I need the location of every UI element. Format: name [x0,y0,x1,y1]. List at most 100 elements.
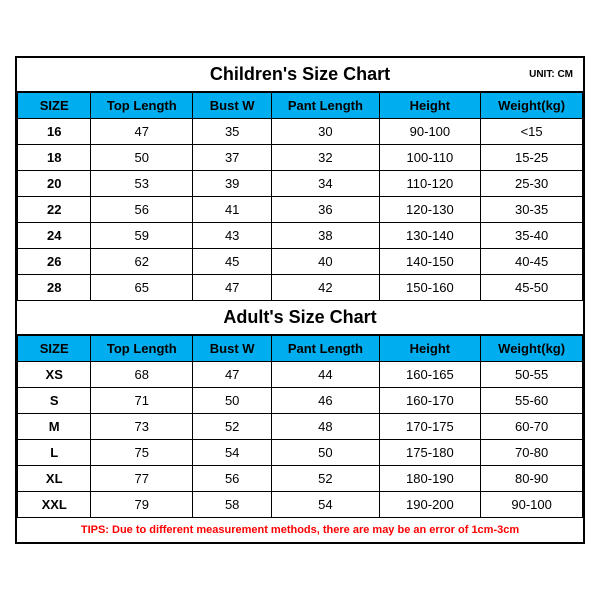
table-cell: 47 [193,362,272,388]
table-cell: 56 [91,197,193,223]
table-cell: 54 [272,492,379,518]
table-cell: 40 [272,249,379,275]
table-cell: 140-150 [379,249,481,275]
table-row: 22564136120-13030-35 [18,197,583,223]
table-cell: 45 [193,249,272,275]
table-cell: 120-130 [379,197,481,223]
table-cell: 18 [18,145,91,171]
children-title: Children's Size Chart [27,64,573,85]
table-cell: 35-40 [481,223,583,249]
table-row: XXL795854190-20090-100 [18,492,583,518]
table-cell: 20 [18,171,91,197]
adult-header-row: SIZE Top Length Bust W Pant Length Heigh… [18,336,583,362]
table-cell: 55-60 [481,388,583,414]
table-cell: 38 [272,223,379,249]
table-cell: 170-175 [379,414,481,440]
col-header: Top Length [91,336,193,362]
table-cell: 160-165 [379,362,481,388]
table-cell: XXL [18,492,91,518]
table-cell: 34 [272,171,379,197]
table-cell: 160-170 [379,388,481,414]
table-cell: 37 [193,145,272,171]
col-header: Height [379,93,481,119]
table-cell: 15-25 [481,145,583,171]
table-cell: 46 [272,388,379,414]
table-cell: 45-50 [481,275,583,301]
size-chart-container: Children's Size Chart UNIT: CM SIZE Top … [15,56,585,544]
table-cell: 40-45 [481,249,583,275]
col-header: Weight(kg) [481,336,583,362]
table-cell: 77 [91,466,193,492]
col-header: Pant Length [272,93,379,119]
table-cell: M [18,414,91,440]
table-cell: 90-100 [379,119,481,145]
table-row: XL775652180-19080-90 [18,466,583,492]
col-header: Bust W [193,336,272,362]
table-cell: 130-140 [379,223,481,249]
table-cell: 52 [272,466,379,492]
adult-size-table: SIZE Top Length Bust W Pant Length Heigh… [17,335,583,518]
table-cell: 16 [18,119,91,145]
col-header: SIZE [18,336,91,362]
col-header: Pant Length [272,336,379,362]
table-row: S715046160-17055-60 [18,388,583,414]
table-cell: 25-30 [481,171,583,197]
col-header: SIZE [18,93,91,119]
table-cell: 90-100 [481,492,583,518]
table-cell: 50-55 [481,362,583,388]
table-cell: XS [18,362,91,388]
table-cell: 39 [193,171,272,197]
table-cell: 50 [193,388,272,414]
table-cell: 150-160 [379,275,481,301]
table-cell: 100-110 [379,145,481,171]
table-cell: 53 [91,171,193,197]
table-cell: 26 [18,249,91,275]
table-cell: 73 [91,414,193,440]
table-cell: 80-90 [481,466,583,492]
col-header: Weight(kg) [481,93,583,119]
table-cell: 36 [272,197,379,223]
table-cell: 52 [193,414,272,440]
table-row: XS684744160-16550-55 [18,362,583,388]
table-cell: 43 [193,223,272,249]
table-cell: 79 [91,492,193,518]
table-row: L755450175-18070-80 [18,440,583,466]
table-cell: 65 [91,275,193,301]
table-cell: 47 [91,119,193,145]
table-cell: 48 [272,414,379,440]
table-cell: 190-200 [379,492,481,518]
table-row: M735248170-17560-70 [18,414,583,440]
table-cell: 24 [18,223,91,249]
table-cell: 175-180 [379,440,481,466]
table-cell: 50 [91,145,193,171]
table-cell: 56 [193,466,272,492]
table-row: 24594338130-14035-40 [18,223,583,249]
tips-note: TIPS: Due to different measurement metho… [17,518,583,542]
table-cell: 62 [91,249,193,275]
table-cell: XL [18,466,91,492]
table-row: 26624540140-15040-45 [18,249,583,275]
table-cell: 32 [272,145,379,171]
adult-title: Adult's Size Chart [27,307,573,328]
table-cell: 44 [272,362,379,388]
table-row: 18503732100-11015-25 [18,145,583,171]
adult-title-row: Adult's Size Chart [17,301,583,335]
table-cell: 75 [91,440,193,466]
children-size-table: SIZE Top Length Bust W Pant Length Heigh… [17,92,583,301]
table-cell: 28 [18,275,91,301]
table-cell: 71 [91,388,193,414]
table-cell: 59 [91,223,193,249]
table-cell: 47 [193,275,272,301]
table-row: 1647353090-100<15 [18,119,583,145]
table-cell: 22 [18,197,91,223]
children-header-row: SIZE Top Length Bust W Pant Length Heigh… [18,93,583,119]
table-row: 20533934110-12025-30 [18,171,583,197]
table-cell: 30-35 [481,197,583,223]
table-cell: 41 [193,197,272,223]
table-cell: S [18,388,91,414]
children-title-row: Children's Size Chart UNIT: CM [17,58,583,92]
table-cell: 70-80 [481,440,583,466]
table-cell: L [18,440,91,466]
table-cell: 30 [272,119,379,145]
unit-label: UNIT: CM [529,69,573,80]
